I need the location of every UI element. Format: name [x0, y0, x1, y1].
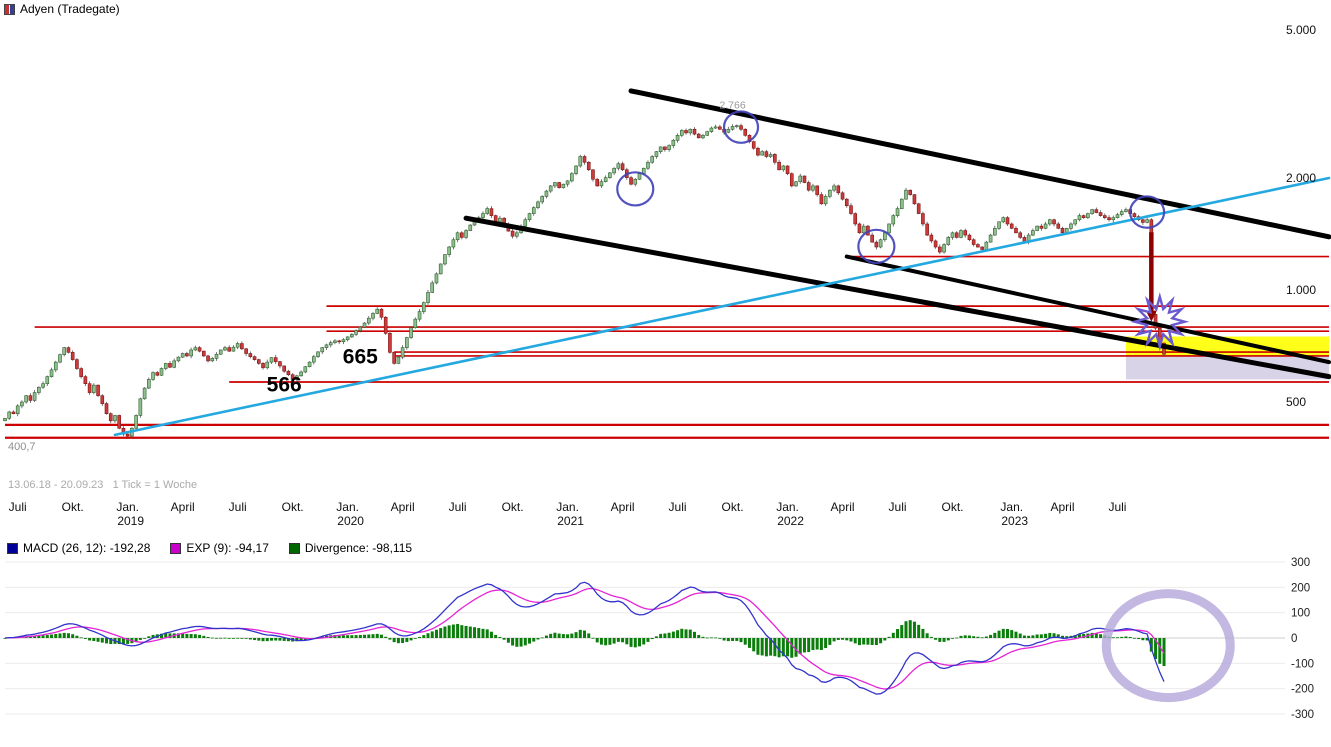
svg-text:2020: 2020 [337, 514, 364, 528]
svg-text:300: 300 [1291, 557, 1310, 569]
descending-channel-top [628, 88, 1331, 240]
price-chart: 665 566 2.766 5.000 2.000 1.000 500 Juli Okt. Jan… [3, 23, 1331, 528]
trendlines [113, 88, 1331, 437]
ascending-support [113, 176, 1331, 437]
signal-line [4, 587, 1165, 690]
svg-text:-100: -100 [1291, 658, 1314, 670]
macd-highlight-circle [1101, 589, 1235, 703]
svg-text:-300: -300 [1291, 709, 1314, 721]
svg-text:2.000: 2.000 [1286, 171, 1316, 185]
svg-text:Juli: Juli [449, 500, 467, 514]
macd-line [4, 581, 1165, 695]
chart-period-info: 13.06.18 - 20.09.23 1 Tick = 1 Woche [8, 479, 198, 491]
drop-arrow [1145, 232, 1157, 322]
svg-text:Okt.: Okt. [942, 500, 964, 514]
price-annotations: 665 566 2.766 [267, 99, 746, 396]
svg-text:2.766: 2.766 [719, 99, 745, 111]
star-marker [1130, 292, 1190, 352]
circle-markers [616, 110, 1166, 265]
svg-text:Jan.: Jan. [776, 500, 799, 514]
macd-value-label: MACD (26, 12): -192,28 [23, 541, 151, 555]
svg-text:April: April [1050, 500, 1074, 514]
svg-text:2022: 2022 [777, 514, 804, 528]
svg-text:2019: 2019 [117, 514, 144, 528]
macd-legend-item: MACD (26, 12): -192,28 [7, 541, 150, 555]
svg-text:Jan.: Jan. [556, 500, 579, 514]
app-icon [4, 3, 15, 15]
svg-text:Juli: Juli [889, 500, 907, 514]
macd-axis-labels: 300 200 100 0 -100 -200 -300 [1291, 557, 1314, 721]
svg-text:665: 665 [343, 345, 378, 368]
svg-text:April: April [831, 500, 855, 514]
svg-text:566: 566 [267, 374, 302, 397]
chart-title: Adyen (Tradegate) [20, 2, 120, 16]
svg-text:April: April [611, 500, 635, 514]
exp-legend-item: EXP (9): -94,17 [170, 541, 269, 555]
svg-text:Okt.: Okt. [722, 500, 744, 514]
svg-text:0: 0 [1291, 633, 1297, 645]
svg-text:-200: -200 [1291, 684, 1314, 696]
descending-channel-low [844, 254, 1331, 365]
divergence-legend-item: Divergence: -98,115 [288, 541, 413, 555]
exp-swatch-icon [170, 542, 182, 554]
candlesticks [3, 123, 1166, 439]
svg-text:Okt.: Okt. [282, 500, 304, 514]
divergence-value-label: Divergence: -98,115 [304, 541, 413, 555]
svg-text:500: 500 [1286, 395, 1306, 409]
svg-text:1.000: 1.000 [1286, 283, 1316, 297]
descending-channel-mid [463, 215, 1331, 380]
price-axis-labels: 5.000 2.000 1.000 500 [1286, 23, 1316, 409]
svg-text:Jan.: Jan. [1000, 500, 1023, 514]
svg-text:Juli: Juli [9, 500, 27, 514]
macd-legend: MACD (26, 12): -192,28 EXP (9): -94,17 D… [7, 541, 412, 555]
marked-price-label: 400,7 [8, 441, 36, 453]
svg-text:April: April [171, 500, 195, 514]
divergence-swatch-icon [288, 542, 300, 554]
svg-text:Jan.: Jan. [116, 500, 139, 514]
svg-text:100: 100 [1291, 608, 1310, 620]
svg-text:Juli: Juli [669, 500, 687, 514]
title-bar: Adyen (Tradegate) [4, 2, 120, 16]
svg-text:200: 200 [1291, 582, 1310, 594]
macd-histogram [3, 620, 1166, 667]
macd-swatch-icon [7, 542, 18, 554]
svg-text:Juli: Juli [229, 500, 247, 514]
svg-text:Okt.: Okt. [62, 500, 84, 514]
svg-text:Okt.: Okt. [502, 500, 524, 514]
svg-text:5.000: 5.000 [1286, 23, 1316, 37]
svg-text:2021: 2021 [557, 514, 584, 528]
svg-text:2023: 2023 [1001, 514, 1028, 528]
svg-text:Juli: Juli [1108, 500, 1126, 514]
exp-value-label: EXP (9): -94,17 [186, 541, 269, 555]
macd-chart: 300 200 100 0 -100 -200 -300 [3, 557, 1314, 721]
svg-text:April: April [391, 500, 415, 514]
svg-text:Jan.: Jan. [336, 500, 359, 514]
